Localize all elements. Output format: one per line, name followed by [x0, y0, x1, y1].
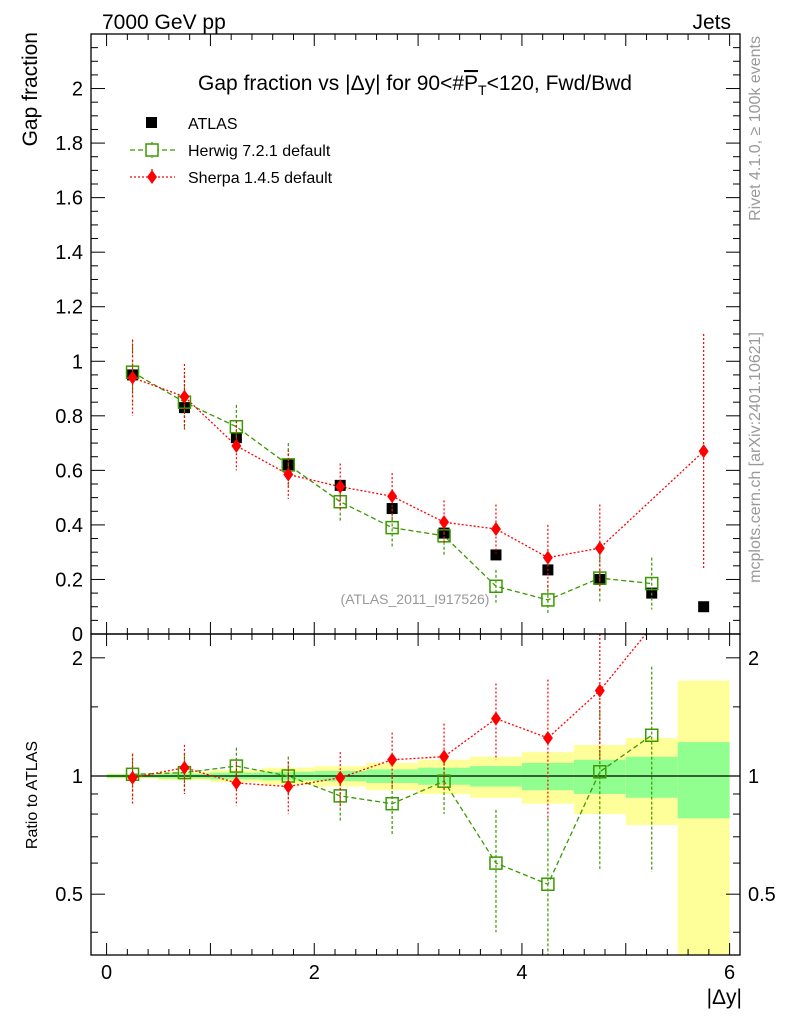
axes: 0 2 4 600.20.40.60.811.21.41.61.820.5 0.51 12… — [55, 33, 776, 984]
y-axis-label: Gap fraction — [19, 32, 42, 146]
data-point-herwig — [593, 571, 607, 585]
ratio-point-sherpa — [594, 683, 605, 698]
ratio-y-tick-label: 1 — [72, 766, 83, 788]
ratio-point-sherpa — [490, 711, 501, 726]
ratio-point-herwig — [541, 877, 555, 892]
data-point-sherpa — [439, 515, 450, 530]
legend-herwig-label: Herwig 7.2.1 default — [188, 143, 331, 160]
chart-title-suffix: <120, Fwd/Bwd — [487, 72, 632, 95]
data-point-herwig — [541, 593, 555, 607]
rivet-version-label: Rivet 4.1.0, ≥ 100k events — [747, 36, 764, 221]
ratio-point-sherpa — [439, 749, 450, 764]
data-point-sherpa — [283, 467, 294, 482]
data-point-atlas — [698, 601, 710, 613]
ratio-point-herwig — [385, 796, 399, 811]
chart-title-prefix: Gap fraction vs |Δy| for 90<# — [198, 72, 464, 95]
y-tick-label: 0.6 — [55, 460, 83, 482]
y-tick-label: 0.8 — [55, 406, 83, 428]
ratio-point-sherpa — [387, 752, 398, 767]
data-point-sherpa — [127, 370, 138, 385]
data-point-herwig — [229, 419, 244, 434]
data-point-herwig — [644, 576, 659, 591]
ratio-y-tick-label-right: 1 — [748, 766, 759, 788]
data-point-herwig — [489, 579, 503, 594]
series-line-1 — [132, 371, 652, 601]
ratio-y-axis-label: Ratio to ATLAS — [24, 741, 41, 849]
ratio-point-sherpa — [542, 730, 553, 745]
ratio-point-sherpa — [335, 770, 346, 785]
x-tick-label: 4 — [516, 962, 527, 984]
y-tick-label: 1.8 — [55, 133, 83, 155]
ratio-point-herwig — [229, 759, 244, 773]
ratio-frame — [90, 633, 741, 956]
mcplots-label: mcplots.cern.ch [arXiv:2401.10621] — [747, 332, 764, 583]
ratio-point-herwig — [593, 765, 607, 779]
data-point-sherpa — [387, 489, 398, 504]
x-tick-label: 0 — [101, 962, 112, 984]
legend-sherpa-marker — [147, 170, 157, 184]
ratio-point-sherpa — [127, 770, 138, 785]
y-tick-label: 1.4 — [55, 242, 83, 264]
legend-atlas-marker — [146, 117, 157, 128]
ratio-point-sherpa — [283, 779, 294, 794]
ratio-point-sherpa — [231, 775, 242, 790]
y-tick-label: 1 — [72, 351, 83, 373]
analysis-tag: (ATLAS_2011_I917526) — [341, 591, 490, 607]
ratio-y-tick-label: 0.5 — [55, 884, 83, 906]
y-tick-label: 0 — [72, 624, 83, 646]
data-point-sherpa — [335, 479, 346, 494]
data-point-sherpa — [542, 550, 553, 565]
process-label: Jets — [692, 11, 731, 34]
chart-title-sub: T — [478, 82, 487, 98]
series-line-2 — [132, 377, 705, 559]
y-tick-label: 2 — [72, 79, 83, 101]
legend-sherpa-label: Sherpa 1.4.5 default — [188, 170, 333, 187]
ratio-band-inner — [677, 742, 730, 819]
data-point-atlas — [386, 503, 398, 515]
ratio-point-sherpa — [179, 760, 190, 775]
y-tick-label: 0.2 — [55, 569, 83, 591]
data-point-sherpa — [698, 444, 709, 459]
data-point-sherpa — [179, 389, 190, 404]
ratio-y-tick-label: 2 — [72, 648, 83, 670]
x-axis-label: |Δy| — [707, 986, 742, 1009]
x-tick-label: 6 — [724, 962, 735, 984]
energy-label: 7000 GeV pp — [102, 11, 226, 34]
ratio-plot-data — [125, 634, 659, 955]
chart-title-pbar: P — [464, 72, 478, 95]
data-point-sherpa — [231, 438, 242, 453]
ratio-line-1 — [132, 634, 647, 788]
data-point-herwig — [385, 520, 399, 535]
ratio-point-herwig — [437, 774, 451, 788]
legend-herwig-marker — [145, 143, 159, 157]
data-point-sherpa — [594, 541, 605, 556]
main-plot-data — [125, 334, 710, 615]
ratio-y-tick-label-right: 2 — [748, 648, 759, 670]
legend-atlas-label: ATLAS — [188, 116, 238, 133]
y-tick-label: 0.4 — [55, 515, 83, 537]
ratio-point-herwig — [489, 856, 503, 870]
ratio-uncertainty-bands — [91, 680, 740, 955]
data-point-sherpa — [490, 522, 501, 536]
chart-title: Gap fraction vs |Δy| for 90<#PT<120, Fwd… — [198, 72, 632, 98]
ratio-point-herwig — [644, 728, 659, 743]
y-tick-label: 1.2 — [55, 297, 83, 319]
data-point-atlas — [490, 549, 502, 561]
x-tick-label: 2 — [309, 962, 320, 984]
y-tick-label: 1.6 — [55, 188, 83, 210]
ratio-y-tick-label-right: 0.5 — [748, 884, 776, 906]
legend: ATLAS Herwig 7.2.1 default Sherpa 1.4.5 … — [130, 116, 333, 187]
